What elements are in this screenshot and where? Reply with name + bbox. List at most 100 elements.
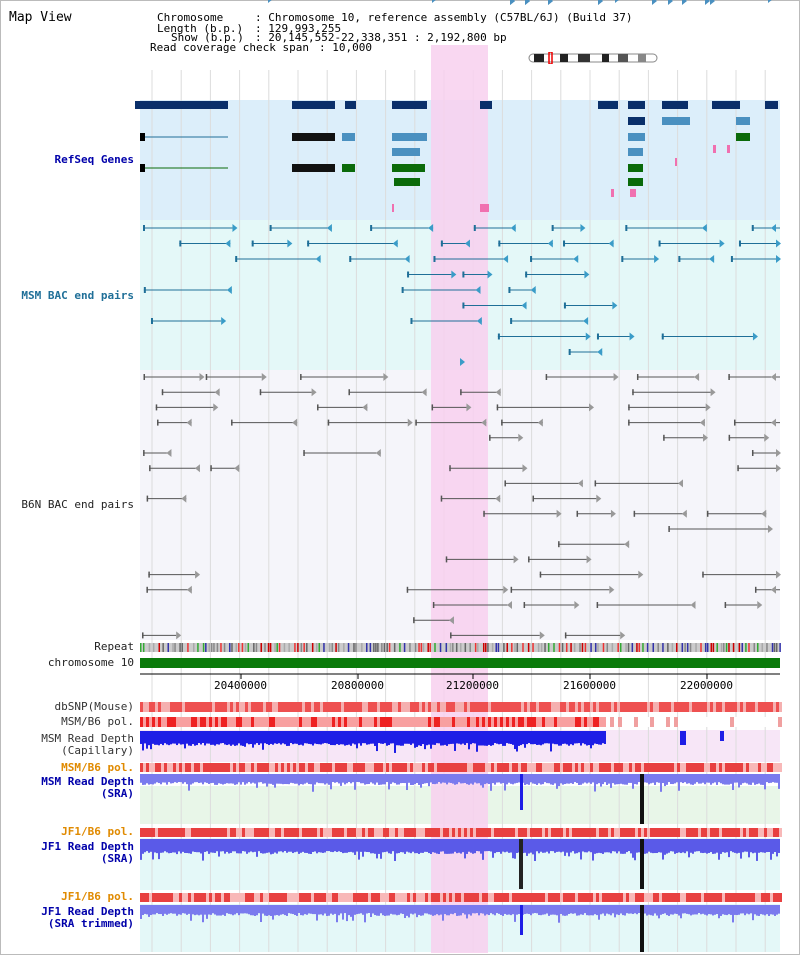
jf1-b6-pol-heat-cell: [671, 828, 674, 837]
jf1-sra-depth-bar: [624, 839, 626, 854]
dbsnp-heat-cell: [440, 702, 443, 712]
msm-capillary-depth-bar: [292, 731, 294, 745]
track-label-msm-b6-pol-1[interactable]: MSM/B6 pol.: [61, 715, 134, 728]
msm-b6-pol-heat-cell: [674, 763, 677, 772]
jf1-trimmed-depth-bar: [426, 905, 428, 914]
track-label-repeat[interactable]: Repeat: [94, 640, 134, 653]
msm-sra-depth-bar: [466, 774, 468, 785]
msm-capillary-depth-bar: [552, 731, 554, 744]
jf1-sra-depth-bar: [714, 839, 716, 854]
msm-sra-depth-bar: [550, 774, 552, 785]
axis-tick-label: 20400000: [214, 679, 267, 692]
msm-b6-pol-heat-cell: [326, 717, 329, 727]
repeat-element: [343, 643, 345, 652]
repeat-element: [158, 643, 160, 652]
msm-b6-pol-heat-cell: [359, 717, 362, 727]
b6n-bac-end: [149, 465, 151, 472]
msm-b6-pol-heat-cell: [761, 763, 764, 772]
jf1-sra-depth-bar: [734, 839, 736, 853]
chromosome-ideogram[interactable]: [528, 52, 660, 64]
jf1-trimmed-depth-bar: [712, 905, 714, 916]
refseq-gene: [292, 164, 335, 172]
track-label-msm-bac[interactable]: MSM BAC end pairs: [21, 289, 134, 302]
msm-b6-pol-heat-cell: [362, 717, 365, 727]
jf1-trimmed-depth-bar: [704, 905, 706, 915]
jf1-trimmed-depth-bar: [358, 905, 360, 914]
jf1-trimmed-depth-bar: [296, 905, 298, 916]
jf1-b6-pol-heat-cell: [536, 828, 539, 837]
track-label-msm-depth-sra[interactable]: MSM Read Depth: [41, 775, 134, 788]
jf1-b6-pol-heat-cell: [461, 828, 464, 837]
repeat-element: [741, 643, 744, 652]
msm-b6-pol-heat-cell: [569, 717, 572, 727]
jf1-trimmed-depth-bar: [420, 905, 422, 916]
track-label-msm-b6-pol-2[interactable]: MSM/B6 pol.: [61, 761, 134, 774]
jf1-b6-pol-heat-cell: [578, 893, 581, 902]
b6n-bac-end: [231, 419, 233, 426]
msm-b6-pol-heat-cell: [455, 717, 458, 727]
jf1-b6-pol-heat-cell: [449, 893, 452, 902]
b6n-bac-end: [143, 450, 145, 456]
b6n-bac-end: [737, 465, 739, 472]
jf1-b6-pol-heat-cell: [491, 828, 494, 837]
track-label-jf1-depth-sra[interactable]: JF1 Read Depth: [41, 840, 134, 853]
jf1-b6-pol-heat-cell: [482, 893, 485, 902]
refseq-pseudogene: [713, 145, 716, 153]
track-label-jf1-depth-trimmed[interactable]: JF1 Read Depth: [41, 905, 134, 918]
repeat-element: [553, 643, 555, 652]
msm-sra-depth-bar: [158, 774, 160, 784]
repeat-element: [318, 643, 320, 652]
repeat-element: [491, 643, 494, 652]
msm-b6-pol-heat-cell: [275, 717, 278, 727]
jf1-b6-pol-heat-cell: [344, 828, 347, 837]
dbsnp-heat-cell: [224, 702, 227, 712]
msm-b6-pol-heat-cell: [419, 717, 422, 727]
track-label-b6n-bac[interactable]: B6N BAC end pairs: [21, 498, 134, 511]
track-label-refseq[interactable]: RefSeq Genes: [54, 153, 134, 166]
repeat-element: [288, 643, 290, 652]
jf1-b6-pol-heat-cell: [734, 893, 737, 902]
jf1-b6-pol-heat-cell: [485, 828, 488, 837]
jf1-sra-depth-bar: [218, 839, 220, 857]
jf1-b6-pol-heat-cell: [521, 893, 524, 902]
msm-b6-pol-heat-cell: [632, 763, 635, 772]
jf1-trimmed-depth-bar: [480, 905, 482, 914]
jf1-trimmed-depth-bar: [644, 905, 646, 914]
msm-sra-depth-bar: [428, 774, 430, 787]
msm-capillary-depth-bar: [558, 731, 560, 746]
dbsnp-heat-cell: [473, 702, 476, 712]
msm-b6-pol-heat-cell: [359, 763, 362, 772]
msm-sra-depth-bar: [504, 774, 506, 791]
refseq-gene: [628, 178, 643, 186]
jf1-b6-pol-heat-cell: [269, 893, 272, 902]
track-label-jf1-b6-pol-1[interactable]: JF1/B6 pol.: [61, 825, 134, 838]
repeat-element: [581, 643, 584, 652]
repeat-element: [544, 643, 546, 652]
msm-capillary-depth-bar: [400, 731, 402, 746]
b6n-bac-arrow: [407, 418, 413, 427]
dbsnp-heat-cell: [407, 702, 410, 712]
track-label-msm-depth-capillary[interactable]: MSM Read Depth: [41, 732, 134, 745]
msm-sra-depth-bar: [626, 774, 628, 785]
dbsnp-heat-cell: [317, 702, 320, 712]
msm-capillary-depth-bar: [502, 731, 504, 746]
jf1-trimmed-depth-bar: [334, 905, 336, 914]
jf1-b6-pol-heat-cell: [647, 828, 650, 837]
track-label-dbsnp[interactable]: dbSNP(Mouse): [54, 700, 134, 713]
track-label-jf1-depth-sra-sub: (SRA): [100, 852, 134, 865]
track-label-chromosome[interactable]: chromosome 10: [47, 656, 134, 669]
msm-bac-end: [596, 333, 599, 340]
msm-b6-pol-heat-cell: [599, 763, 602, 772]
msm-capillary-depth-bar: [232, 731, 234, 745]
jf1-trimmed-depth-bar: [614, 905, 616, 918]
jf1-trimmed-depth-bar: [250, 905, 252, 916]
dbsnp-heat-cell: [413, 702, 416, 712]
jf1-b6-pol-heat-cell: [146, 893, 149, 902]
repeat-element: [369, 643, 372, 652]
jf1-trimmed-depth-bar: [370, 905, 372, 917]
jf1-b6-pol-heat-cell: [410, 828, 413, 837]
track-label-jf1-b6-pol-2[interactable]: JF1/B6 pol.: [61, 890, 134, 903]
msm-sra-depth-bar: [446, 774, 448, 785]
jf1-trimmed-depth-bar: [532, 905, 534, 914]
